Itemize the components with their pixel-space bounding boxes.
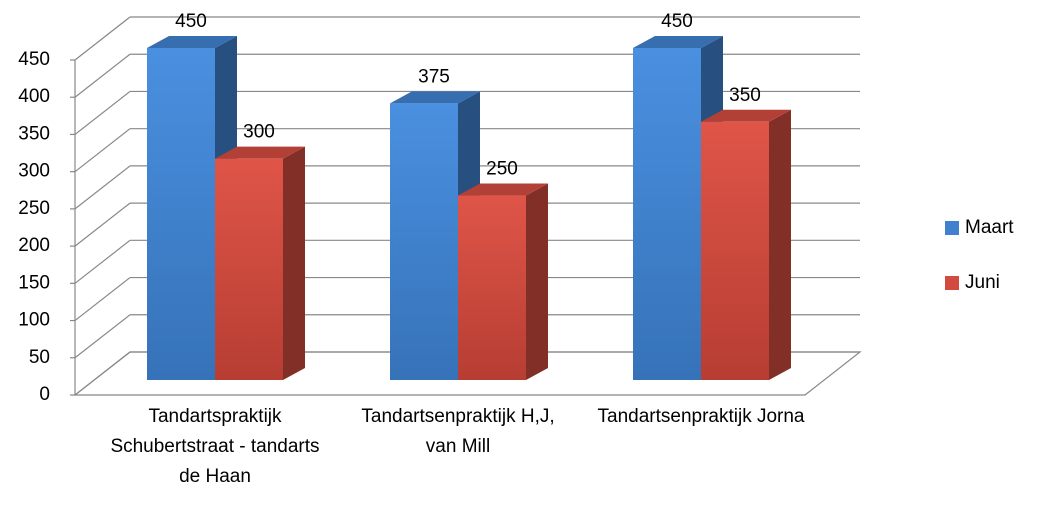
data-label: 300 xyxy=(243,122,275,143)
grid-line xyxy=(74,277,131,322)
grid-line xyxy=(74,239,131,284)
bar-side xyxy=(769,109,791,381)
y-tick-label: 400 xyxy=(18,86,50,107)
grid-line xyxy=(74,314,131,359)
bar-top xyxy=(215,146,305,159)
bar-side xyxy=(526,183,548,380)
y-tick-label: 200 xyxy=(18,235,50,256)
y-tick-label: 0 xyxy=(39,384,50,405)
y-tick-label: 100 xyxy=(18,310,50,331)
y-tick-label: 450 xyxy=(18,49,50,70)
bar-top xyxy=(633,36,723,48)
data-label: 375 xyxy=(418,66,450,87)
legend-swatch xyxy=(945,221,959,235)
grid-line xyxy=(74,53,131,98)
legend-swatch xyxy=(945,276,959,290)
data-label: 450 xyxy=(175,11,207,32)
y-tick-label: 50 xyxy=(29,347,50,368)
grid-line xyxy=(74,351,131,396)
bar-top xyxy=(147,36,237,48)
bar-side xyxy=(283,146,305,380)
bar-top xyxy=(390,91,480,104)
bar xyxy=(390,103,458,380)
legend-label: Maart xyxy=(965,217,1014,238)
bar xyxy=(215,158,283,380)
grid-line xyxy=(74,165,131,210)
legend-label: Juni xyxy=(965,272,1000,293)
x-tick-label: Tandartsenpraktijk Jorna xyxy=(597,406,805,427)
x-tick-label: Tandartsenpraktijk H,J, van Mill xyxy=(361,406,555,457)
x-tick-label: Tandartspraktijk Schubertstraat - tandar… xyxy=(110,406,320,487)
y-tick-label: 150 xyxy=(18,272,50,293)
grid-line xyxy=(74,90,131,135)
bar xyxy=(633,48,701,380)
grid-line xyxy=(74,128,131,173)
bar-top xyxy=(458,183,548,196)
y-tick-label: 300 xyxy=(18,161,50,182)
y-tick-label: 350 xyxy=(18,123,50,144)
bar xyxy=(458,195,526,380)
data-label: 450 xyxy=(661,11,693,32)
data-label: 250 xyxy=(486,159,518,180)
bar xyxy=(701,121,769,381)
grid-line xyxy=(74,16,131,61)
y-tick-label: 250 xyxy=(18,198,50,219)
data-label: 350 xyxy=(729,85,761,106)
grid-line xyxy=(74,202,131,247)
bar xyxy=(147,48,215,380)
bar-top xyxy=(701,109,791,122)
